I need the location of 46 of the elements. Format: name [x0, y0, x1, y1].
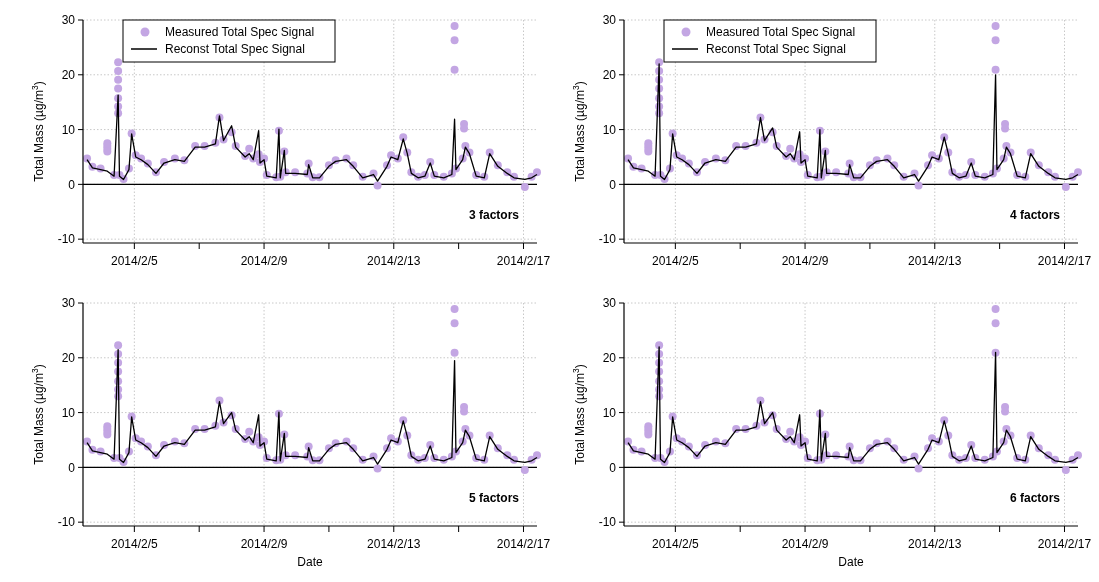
y-tick-label: 20	[61, 350, 76, 365]
y-tick-label: -10	[598, 232, 617, 247]
y-tick-label: -10	[57, 232, 76, 247]
x-tick-label: 2014/2/13	[908, 254, 962, 268]
y-tick-label: 10	[61, 405, 76, 420]
x-tick-label: 2014/2/13	[908, 537, 962, 551]
y-tick-label: 30	[61, 296, 76, 311]
x-axis-title: Date	[838, 555, 864, 569]
x-tick-label: 2014/2/9	[781, 537, 829, 551]
annotation: 5 factors	[468, 490, 520, 505]
y-tick-label: 20	[602, 67, 617, 82]
annotation: 6 factors	[1009, 490, 1061, 505]
y-tick-label: 10	[602, 122, 617, 137]
x-tick-label: 2014/2/17	[496, 254, 551, 268]
legend-label: Reconst Total Spec Signal	[706, 42, 846, 57]
x-tick-label: 2014/2/5	[651, 537, 700, 551]
x-tick-label: 2014/2/9	[781, 254, 829, 268]
y-tick-label: 30	[61, 13, 76, 28]
x-tick-label: 2014/2/17	[496, 537, 551, 551]
y-tick-label: 10	[61, 122, 76, 137]
x-tick-label: 2014/2/17	[1037, 537, 1092, 551]
x-tick-label: 2014/2/13	[367, 254, 421, 268]
y-tick-label: -10	[598, 515, 617, 530]
x-tick-label: 2014/2/5	[110, 254, 159, 268]
x-tick-label: 2014/2/9	[240, 537, 288, 551]
annotation: 3 factors	[468, 207, 520, 222]
y-tick-label: 20	[602, 350, 617, 365]
x-axis-title: Date	[297, 555, 323, 569]
y-tick-label: 0	[609, 460, 617, 475]
y-tick-label: 20	[61, 67, 76, 82]
legend-label: Measured Total Spec Signal	[706, 25, 856, 40]
y-tick-label: 0	[68, 460, 76, 475]
legend-label: Measured Total Spec Signal	[165, 25, 315, 40]
y-tick-label: 0	[68, 177, 76, 192]
x-tick-label: 2014/2/5	[110, 537, 159, 551]
y-tick-label: 30	[602, 13, 617, 28]
y-tick-label: 10	[602, 405, 617, 420]
annotation: 4 factors	[1009, 207, 1061, 222]
x-tick-label: 2014/2/17	[1037, 254, 1092, 268]
y-tick-label: 0	[609, 177, 617, 192]
x-tick-label: 2014/2/13	[367, 537, 421, 551]
legend-label: Reconst Total Spec Signal	[165, 42, 305, 57]
y-tick-label: -10	[57, 515, 76, 530]
x-tick-label: 2014/2/9	[240, 254, 288, 268]
x-tick-label: 2014/2/5	[651, 254, 700, 268]
y-tick-label: 30	[602, 296, 617, 311]
